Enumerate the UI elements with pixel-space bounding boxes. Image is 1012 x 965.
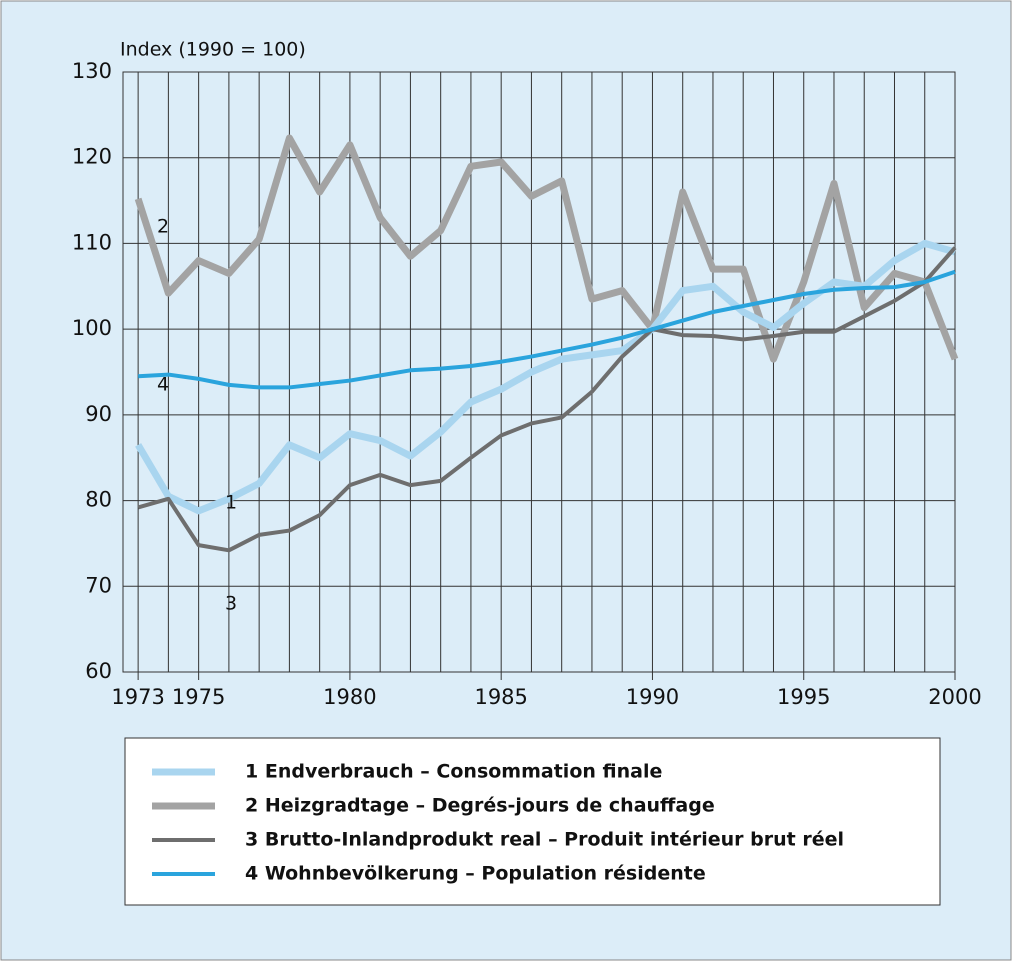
y-tick-label: 60	[85, 659, 112, 683]
annotation: 1	[225, 492, 237, 514]
annotation: 3	[225, 593, 237, 615]
legend-label: 3 Brutto-Inlandprodukt real – Produit in…	[245, 829, 844, 851]
x-tick-label: 1973	[111, 685, 164, 709]
x-tick-label: 1980	[323, 685, 376, 709]
y-tick-label: 130	[72, 59, 112, 83]
annotation: 4	[157, 374, 169, 396]
x-tick-label: 1990	[626, 685, 679, 709]
annotation: 2	[157, 216, 169, 238]
x-tick-label: 1985	[474, 685, 527, 709]
x-tick-label: 1975	[172, 685, 225, 709]
legend-label: 1 Endverbrauch – Consommation finale	[245, 761, 662, 783]
y-tick-label: 70	[85, 573, 112, 597]
y-tick-label: 100	[72, 316, 112, 340]
y-tick-label: 110	[72, 230, 112, 254]
legend-label: 4 Wohnbevölkerung – Population résidente	[245, 863, 706, 885]
legend-label: 2 Heizgradtage – Degrés-jours de chauffa…	[245, 795, 715, 817]
legend-box	[124, 737, 941, 906]
y-axis-label: Index (1990 = 100)	[120, 39, 306, 61]
series-line	[137, 246, 957, 553]
series-line	[138, 269, 956, 390]
x-tick-label: 2000	[928, 685, 981, 709]
y-tick-label: 120	[72, 145, 112, 169]
y-tick-label: 90	[85, 402, 112, 426]
x-tick-label: 1995	[777, 685, 830, 709]
series-line	[134, 134, 959, 363]
y-tick-label: 80	[85, 488, 112, 512]
